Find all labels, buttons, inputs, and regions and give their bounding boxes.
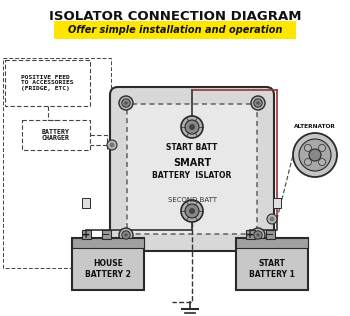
Circle shape bbox=[189, 124, 195, 130]
Circle shape bbox=[254, 99, 262, 107]
Text: +: + bbox=[246, 230, 254, 240]
Text: POSITIVE FEED
TO ACCESSORIES
(FRIDGE, ETC): POSITIVE FEED TO ACCESSORIES (FRIDGE, ET… bbox=[21, 75, 74, 91]
Circle shape bbox=[181, 200, 203, 222]
Bar bbox=[82, 230, 91, 239]
Circle shape bbox=[256, 101, 260, 105]
Text: BATTERY  ISLATOR: BATTERY ISLATOR bbox=[152, 171, 232, 179]
Bar bbox=[236, 238, 308, 248]
Circle shape bbox=[119, 96, 133, 110]
Text: ISOLATOR CONNECTION DIAGRAM: ISOLATOR CONNECTION DIAGRAM bbox=[49, 10, 301, 23]
Circle shape bbox=[122, 99, 130, 107]
Bar bbox=[72, 238, 144, 248]
FancyBboxPatch shape bbox=[127, 104, 257, 234]
Text: Offer simple installation and operation: Offer simple installation and operation bbox=[68, 25, 282, 35]
Circle shape bbox=[251, 228, 265, 242]
Circle shape bbox=[124, 101, 128, 105]
Circle shape bbox=[110, 143, 114, 148]
Circle shape bbox=[124, 233, 128, 237]
FancyBboxPatch shape bbox=[110, 87, 274, 251]
Circle shape bbox=[185, 204, 199, 218]
Circle shape bbox=[267, 214, 277, 224]
Text: SMART: SMART bbox=[173, 158, 211, 168]
Circle shape bbox=[122, 231, 130, 239]
Circle shape bbox=[251, 96, 265, 110]
Circle shape bbox=[189, 208, 195, 214]
Bar bbox=[102, 230, 111, 239]
Circle shape bbox=[318, 144, 326, 151]
Text: −: − bbox=[266, 230, 274, 240]
Circle shape bbox=[270, 216, 274, 222]
Circle shape bbox=[299, 139, 331, 171]
Text: BATTERY
CHARGER: BATTERY CHARGER bbox=[42, 129, 70, 142]
Text: SECOND BATT: SECOND BATT bbox=[168, 197, 217, 203]
Bar bbox=[273, 198, 281, 208]
FancyBboxPatch shape bbox=[72, 238, 144, 290]
Circle shape bbox=[185, 120, 199, 134]
Circle shape bbox=[181, 116, 203, 138]
FancyBboxPatch shape bbox=[236, 238, 308, 290]
Circle shape bbox=[119, 228, 133, 242]
Bar bbox=[82, 198, 90, 208]
Text: START
BATTERY 1: START BATTERY 1 bbox=[249, 259, 295, 279]
Circle shape bbox=[304, 159, 312, 166]
Circle shape bbox=[256, 233, 260, 237]
Circle shape bbox=[293, 133, 337, 177]
Text: −: − bbox=[102, 230, 110, 240]
Bar bbox=[246, 230, 255, 239]
Text: +: + bbox=[82, 230, 90, 240]
Text: HOUSE
BATTERY 2: HOUSE BATTERY 2 bbox=[85, 259, 131, 279]
Circle shape bbox=[318, 159, 326, 166]
Text: START BATT: START BATT bbox=[166, 143, 218, 151]
FancyBboxPatch shape bbox=[54, 21, 296, 39]
Circle shape bbox=[107, 140, 117, 150]
Circle shape bbox=[254, 231, 262, 239]
Bar bbox=[266, 230, 275, 239]
Text: ALTERNATOR: ALTERNATOR bbox=[294, 124, 336, 129]
Circle shape bbox=[309, 149, 321, 161]
Circle shape bbox=[304, 144, 312, 151]
